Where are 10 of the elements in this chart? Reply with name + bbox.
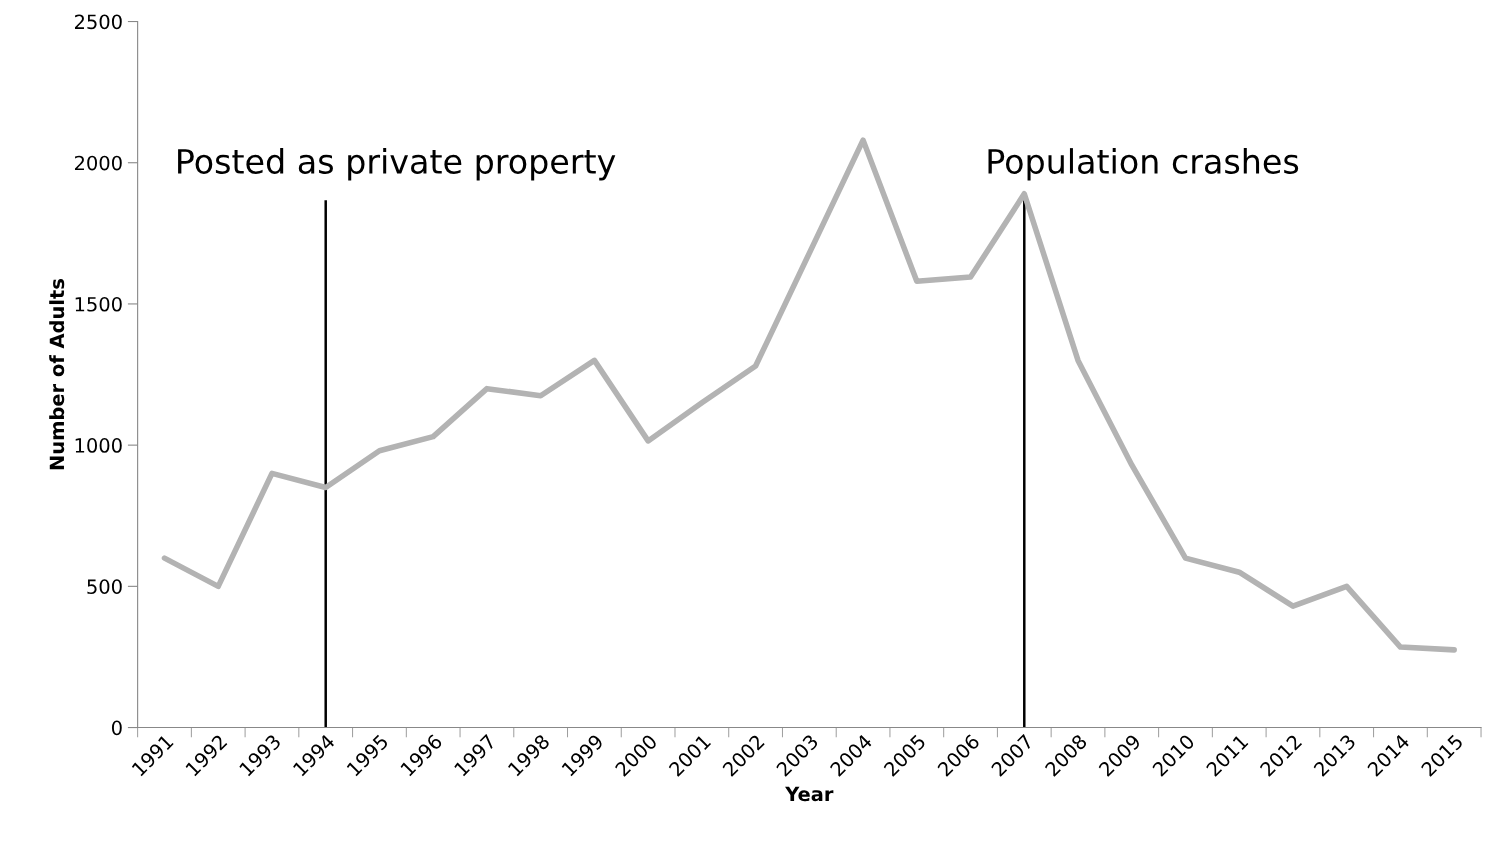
y-tick-label: 1500 <box>75 296 122 312</box>
y-axis-title: Number of Adults <box>49 279 65 470</box>
y-tick-label: 2000 <box>74 155 122 171</box>
ref-line-label: Posted as private property <box>178 148 616 181</box>
y-tick-label: 1000 <box>75 438 122 453</box>
y-tick-label: 500 <box>87 579 122 594</box>
x-axis-title: Year <box>785 786 834 802</box>
y-tick-label: 0 <box>111 720 122 736</box>
ref-line-label: Population crashes <box>988 148 1299 181</box>
y-tick-label: 2500 <box>74 14 122 30</box>
